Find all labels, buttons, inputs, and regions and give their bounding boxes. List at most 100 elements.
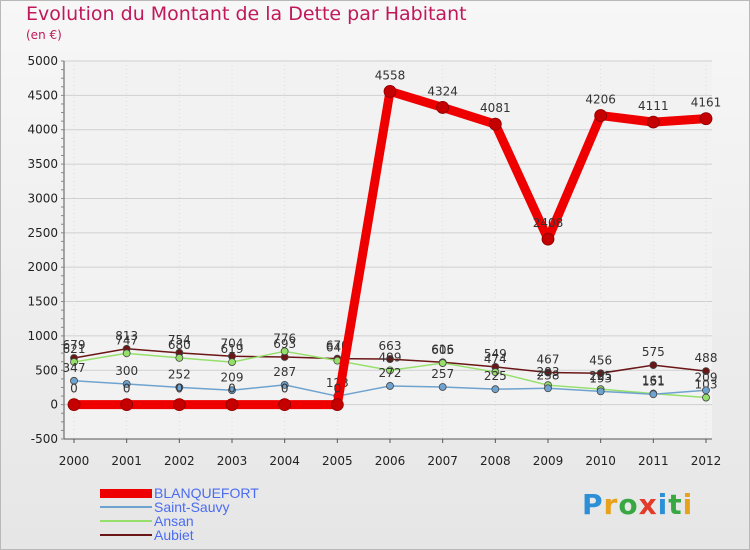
data-label: 151 <box>642 374 665 388</box>
data-point <box>544 368 552 377</box>
data-label: 747 <box>115 333 138 347</box>
legend-swatch <box>100 534 152 536</box>
x-tick-label: 2008 <box>480 454 511 468</box>
data-point <box>386 355 394 363</box>
logo-letter: r <box>603 488 619 521</box>
data-point <box>280 347 289 356</box>
data-point <box>699 112 713 126</box>
data-label: 4081 <box>480 101 511 115</box>
data-label: 488 <box>695 351 718 365</box>
data-point <box>228 386 236 395</box>
y-tick-label: 1500 <box>27 295 58 309</box>
logo-letter: x <box>638 488 658 521</box>
data-point <box>228 358 236 366</box>
data-point <box>383 84 397 98</box>
data-point <box>541 232 555 246</box>
data-label: 754 <box>168 333 191 347</box>
data-point <box>491 385 500 394</box>
data-point <box>386 382 394 390</box>
x-tick-label: 2001 <box>111 454 142 468</box>
data-label: 0 <box>334 382 342 396</box>
data-label: 467 <box>537 353 560 367</box>
data-point <box>649 390 658 399</box>
data-point <box>122 380 131 388</box>
data-label: 225 <box>589 369 612 383</box>
data-label: 4111 <box>638 99 669 113</box>
data-point <box>70 376 78 385</box>
data-label: 161 <box>642 374 665 388</box>
y-tick-label: 5000 <box>27 54 58 68</box>
data-label: 621 <box>63 342 86 356</box>
data-point <box>438 359 447 367</box>
data-point <box>225 398 239 412</box>
data-point <box>544 384 552 393</box>
data-label: 0 <box>228 382 236 396</box>
data-label: 225 <box>484 369 507 383</box>
y-tick-label: 4000 <box>27 123 58 137</box>
legend-label: Saint-Sauvy <box>154 499 230 515</box>
y-tick-label: 500 <box>35 363 58 377</box>
data-label: 0 <box>281 382 289 396</box>
y-tick-label: -500 <box>31 432 58 446</box>
data-label: 679 <box>63 338 86 352</box>
data-label: 4161 <box>691 96 722 110</box>
data-label: 238 <box>537 368 560 382</box>
data-point <box>649 361 658 370</box>
data-point <box>386 366 394 375</box>
data-point <box>596 387 605 396</box>
proxiti-logo: Proxiti <box>582 488 693 521</box>
data-point <box>702 393 710 402</box>
data-label: 474 <box>484 352 507 366</box>
y-tick-label: 2000 <box>27 260 58 274</box>
data-point <box>438 383 447 391</box>
chart-title: Evolution du Montant de la Dette par Hab… <box>26 3 467 25</box>
data-label: 456 <box>589 353 612 367</box>
logo-letter: P <box>582 488 604 521</box>
data-label: 776 <box>273 331 296 345</box>
data-point <box>596 369 605 378</box>
data-label: 300 <box>115 364 138 378</box>
y-tick-label: 3000 <box>27 191 58 205</box>
legend-swatch <box>100 506 152 508</box>
data-label: 209 <box>221 370 244 384</box>
x-tick-label: 2005 <box>322 454 353 468</box>
data-label: 103 <box>695 378 718 392</box>
legend-label: Aubiet <box>154 527 194 543</box>
data-point <box>702 367 710 375</box>
logo-letter: o <box>618 488 639 521</box>
chart-unit-label: (en €) <box>26 28 62 42</box>
data-label: 499 <box>379 350 402 364</box>
data-label: 283 <box>537 365 560 379</box>
data-point <box>175 383 184 392</box>
x-tick-label: 2010 <box>585 454 616 468</box>
data-point <box>594 109 608 122</box>
legend-label: BLANQUEFORT <box>154 485 259 501</box>
data-point <box>488 117 502 131</box>
data-label: 549 <box>484 347 507 361</box>
data-label: 0 <box>70 382 78 396</box>
data-label: 209 <box>695 370 718 384</box>
legend-label: Ansan <box>154 513 194 529</box>
y-tick-label: 4500 <box>27 88 58 102</box>
data-label: 0 <box>123 382 131 396</box>
data-label: 347 <box>63 361 86 375</box>
data-label: 704 <box>221 336 244 350</box>
legend-swatch <box>100 520 152 522</box>
data-label: 575 <box>642 345 665 359</box>
x-tick-label: 2007 <box>427 454 458 468</box>
x-tick-label: 2011 <box>638 454 669 468</box>
data-point <box>280 381 289 389</box>
y-tick-label: 0 <box>50 398 58 412</box>
data-label: 616 <box>431 342 454 356</box>
x-tick-label: 2002 <box>164 454 195 468</box>
data-label: 4558 <box>375 68 406 82</box>
data-label: 4206 <box>585 93 616 107</box>
x-tick-label: 2003 <box>217 454 248 468</box>
data-point <box>122 349 131 358</box>
data-point <box>70 358 78 366</box>
y-tick-label: 1000 <box>27 329 58 343</box>
data-label: 287 <box>273 365 296 379</box>
data-label: 257 <box>431 367 454 381</box>
data-label: 619 <box>221 342 244 356</box>
